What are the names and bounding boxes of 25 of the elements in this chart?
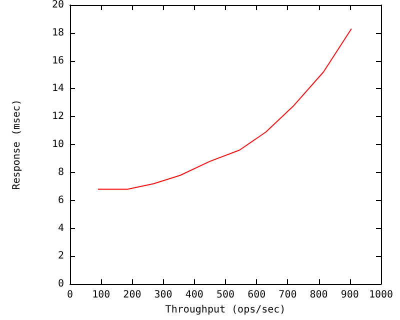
y-tick-label: 12 bbox=[52, 111, 64, 122]
x-tick-label: 300 bbox=[154, 290, 172, 301]
y-tick-label: 6 bbox=[58, 194, 64, 206]
line-series bbox=[97, 28, 352, 190]
x-tick-label: 100 bbox=[92, 290, 110, 301]
x-tick-label: 800 bbox=[310, 290, 328, 301]
y-tick-label: 14 bbox=[52, 83, 64, 94]
x-tick-label: 500 bbox=[216, 290, 235, 301]
x-tick-label: 600 bbox=[248, 290, 266, 301]
y-tick-label: 16 bbox=[52, 55, 64, 66]
x-tick-label: 0 bbox=[66, 290, 74, 301]
y-tick-label: 10 bbox=[52, 139, 64, 150]
y-tick-label: 20 bbox=[52, 0, 64, 10]
x-tick-label: 400 bbox=[185, 290, 204, 301]
x-axis-title: Throughput (ops/sec) bbox=[165, 304, 286, 316]
x-tick-label: 1000 bbox=[368, 290, 394, 301]
y-tick-label: 18 bbox=[52, 27, 64, 38]
x-tick-label: 900 bbox=[340, 290, 359, 301]
x-tick-label: 700 bbox=[278, 290, 297, 301]
y-axis-title: Response (msec) bbox=[12, 99, 22, 190]
y-tick-label: 0 bbox=[58, 278, 64, 290]
y-tick-label: 8 bbox=[58, 166, 64, 178]
y-tick-label: 4 bbox=[58, 222, 64, 234]
y-tick-label: 2 bbox=[58, 250, 64, 262]
x-tick-label: 200 bbox=[123, 290, 142, 301]
